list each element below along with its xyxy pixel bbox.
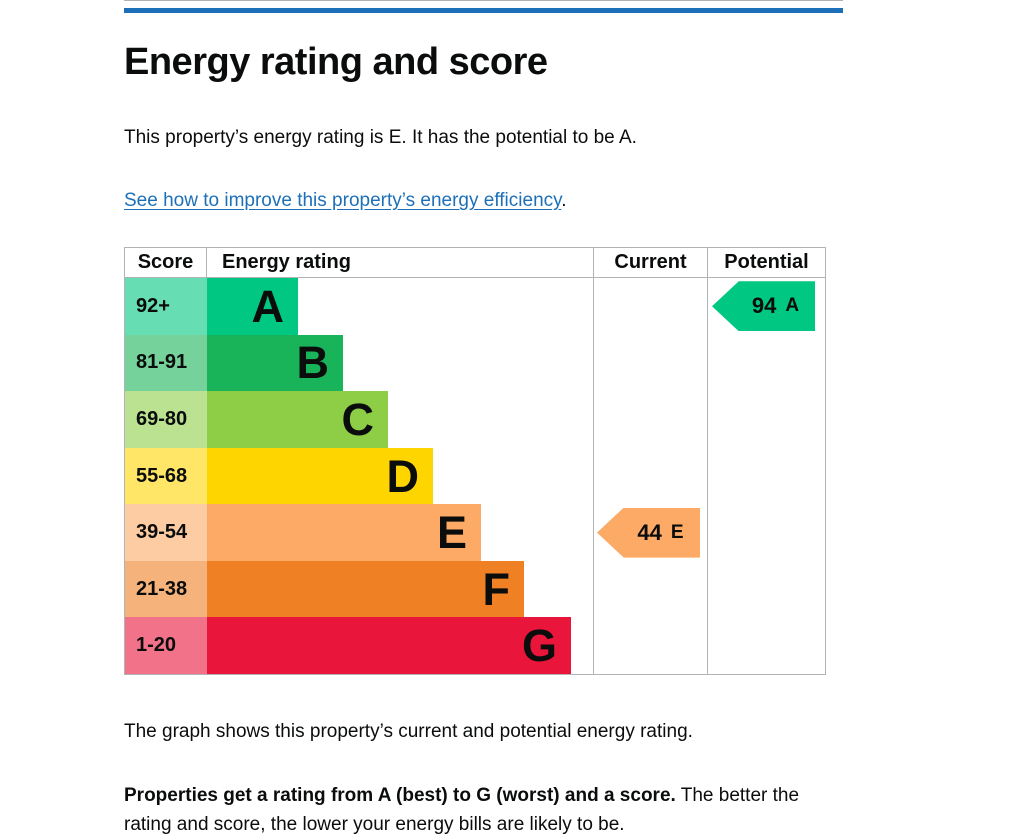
band-score-range: 81-91 [125, 334, 207, 392]
band-letter: D [386, 450, 420, 502]
potential-rating-arrow: 94 A [712, 281, 815, 332]
chart-body: 92+ A 94 A 81-91 B 69-80 C [125, 278, 825, 675]
improve-efficiency-link[interactable]: See how to improve this property’s energ… [124, 190, 562, 211]
section-accent-bar [124, 8, 843, 13]
column-header-current: Current [593, 248, 707, 277]
band-score-range: 69-80 [125, 391, 207, 448]
page-title: Energy rating and score [124, 41, 548, 83]
band-score-range: 55-68 [125, 447, 207, 505]
band-bar-d: D [207, 447, 433, 505]
band-row-g: 1-20 G [125, 617, 825, 675]
chart-caption-text: The graph shows this property’s current … [124, 721, 693, 742]
band-letter: C [341, 393, 375, 445]
current-rating-arrow: 44 E [597, 507, 700, 558]
band-bar-b: B [207, 334, 343, 392]
rating-explainer-text: Properties get a rating from A (best) to… [124, 782, 821, 840]
band-bar-e: E [207, 504, 481, 561]
chart-header-row: Score Energy rating Current Potential [125, 248, 825, 278]
potential-rating-letter: A [785, 295, 800, 317]
band-bar-c: C [207, 391, 388, 448]
potential-column-divider [707, 278, 708, 674]
band-letter: G [521, 620, 557, 672]
column-header-energy-rating: Energy rating [222, 251, 351, 273]
rating-explainer-bold: Properties get a rating from A (best) to… [124, 785, 676, 806]
band-row-e: 39-54 E 44 E [125, 504, 825, 561]
band-letter: B [296, 337, 330, 389]
column-header-potential: Potential [707, 248, 825, 277]
band-bar-g: G [207, 617, 571, 675]
band-score-range: 1-20 [125, 617, 207, 675]
current-rating-letter: E [670, 521, 684, 543]
rating-summary-text: This property’s energy rating is E. It h… [124, 127, 637, 148]
band-bar-a: A [207, 278, 298, 335]
improve-link-paragraph: See how to improve this property’s energ… [124, 188, 567, 215]
column-header-score: Score [125, 248, 207, 277]
band-row-f: 21-38 F [125, 560, 825, 618]
rating-explainer-rest: The better the rating and score, the low… [124, 785, 800, 835]
band-score-range: 21-38 [125, 560, 207, 618]
band-letter: E [436, 507, 467, 559]
top-hairline-divider [124, 0, 843, 1]
band-row-b: 81-91 B [125, 334, 825, 392]
link-suffix-period: . [561, 190, 567, 211]
band-row-c: 69-80 C [125, 391, 825, 448]
band-letter: A [251, 280, 285, 332]
band-letter: F [482, 563, 511, 615]
current-column-divider [593, 278, 594, 674]
band-row-d: 55-68 D [125, 447, 825, 505]
current-score-value: 44 [637, 519, 662, 545]
potential-score-value: 94 [751, 293, 777, 319]
band-score-range: 92+ [125, 278, 207, 335]
band-score-range: 39-54 [125, 504, 207, 561]
band-row-a: 92+ A 94 A [125, 278, 825, 335]
energy-rating-chart: Score Energy rating Current Potential 92… [124, 247, 826, 675]
band-bar-f: F [207, 560, 524, 618]
